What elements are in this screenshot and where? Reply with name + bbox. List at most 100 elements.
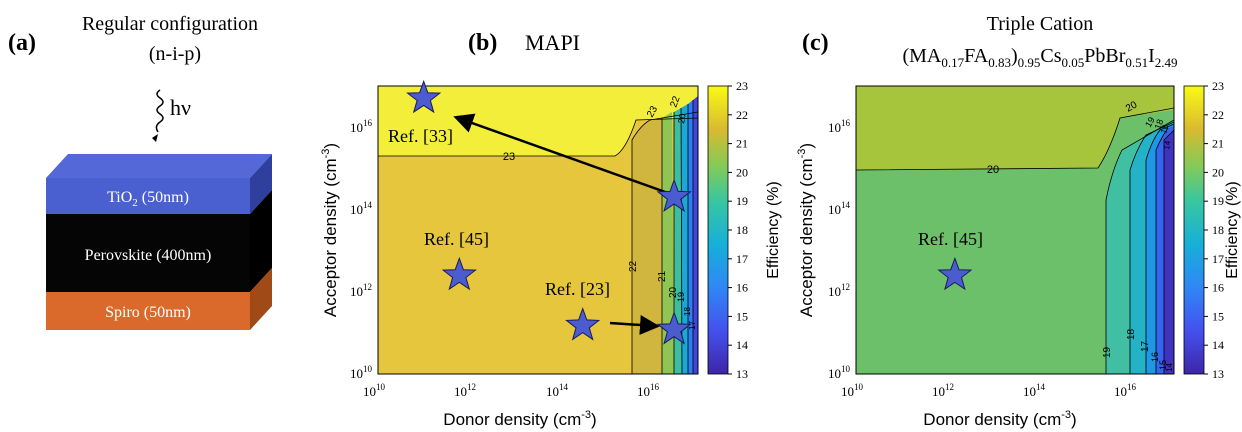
contour-label-c-19a: 19 <box>1102 346 1113 358</box>
contour-label-b-23b: 23 <box>645 104 660 120</box>
contour-label-b-20: 20 <box>668 286 679 298</box>
colorbar-tick-label: 18 <box>1212 223 1224 237</box>
contour-label-c-19b: 19 <box>1143 115 1157 129</box>
panel-c-formula: (MA0.17FA0.83)0.95Cs0.05PbBr0.51I2.49 <box>902 45 1177 70</box>
contour-label-b-19: 19 <box>676 292 686 302</box>
colorbar-tick-label: 15 <box>736 309 748 323</box>
contour-label-c-14b: 14 <box>1162 139 1173 150</box>
region-b-18 <box>681 104 688 374</box>
contour-label-b-22a: 22 <box>628 260 639 272</box>
contour-label-c-17a: 17 <box>1140 340 1151 352</box>
contour-label-c-20a: 20 <box>987 164 999 176</box>
y-axis-b: 1010 1012 1014 1016 <box>350 118 373 381</box>
contour-label-c-15a: 15 <box>1158 360 1168 370</box>
contour-label-b-18: 18 <box>683 307 692 316</box>
x-tick-b-12: 1012 <box>454 382 476 399</box>
y-tick-c-12: 1012 <box>828 282 850 299</box>
point-label-c-45: Ref. [45] <box>918 229 983 249</box>
colorbar-tick-label: 22 <box>1212 108 1224 122</box>
contour-c-17 <box>1145 123 1175 374</box>
tio2-side-face <box>250 154 272 214</box>
y-tick-c-10: 1010 <box>828 364 851 381</box>
contour-c-16 <box>1155 127 1169 374</box>
arrow-b-lower <box>609 315 660 335</box>
chart-c-plot: 20 20 19 18 17 16 15 14 19 18 16 14 Ref.… <box>855 85 1175 375</box>
x-axis-b: 1010 1012 1014 1016 <box>363 382 660 399</box>
contour-c-20 <box>855 107 1175 171</box>
colorbar-tick-label: 23 <box>736 79 748 93</box>
panel-b-title: MAPI <box>525 30 580 55</box>
x-tick-c-14: 1014 <box>1023 382 1046 399</box>
tio2-label: TiO2 (50nm) <box>107 189 189 209</box>
x-tick-c-10: 1010 <box>841 382 864 399</box>
chart-b-frame <box>377 85 699 375</box>
contour-label-c-18a: 18 <box>1126 328 1137 340</box>
contour-label-c-16b: 16 <box>1159 123 1170 134</box>
contour-c-18 <box>1129 121 1175 374</box>
contour-label-c-14a: 14 <box>1165 363 1174 372</box>
panel-b-label: (b) <box>468 30 497 56</box>
light-wave-icon <box>155 89 164 133</box>
light-label: hν <box>170 95 191 120</box>
colorbar-tick-label: 22 <box>736 108 748 122</box>
colorbar-tick-label: 19 <box>736 194 748 208</box>
perovskite-label: Perovskite (400nm) <box>85 247 212 264</box>
y-tick-b-12: 1012 <box>350 282 372 299</box>
star-point-b-3 <box>656 178 692 212</box>
panel-a: (a) Regular configuration (n-i-p) hν TiO… <box>8 13 272 330</box>
spiro-side-face <box>250 268 272 330</box>
colorbar-tick-label: 13 <box>736 367 748 381</box>
star-point-b-4 <box>656 311 692 345</box>
x-tick-c-12: 1012 <box>932 382 954 399</box>
region-c-20 <box>856 86 1174 170</box>
colorbar-tick-label: 19 <box>1212 194 1224 208</box>
contour-label-c-16a: 16 <box>1150 352 1160 362</box>
panel-b: (b) MAPI 23 23 22 22 21 20 <box>320 30 782 429</box>
tio2-layer <box>46 178 250 214</box>
tio2-top-face <box>46 154 272 178</box>
x-label-c: Donor density (cm-3) <box>923 409 1076 429</box>
x-tick-b-16: 1016 <box>637 382 660 399</box>
region-b-23 <box>378 86 698 156</box>
points-b <box>406 79 692 345</box>
colorbar-tick-label: 21 <box>1212 137 1224 151</box>
colorbar-c-ticks: 13 14 15 16 17 18 19 20 21 22 23 <box>1204 79 1224 381</box>
region-b-19 <box>674 108 682 374</box>
chart-c-frame <box>855 85 1175 375</box>
panel-c-label: (c) <box>802 30 829 56</box>
colorbar-tick-label: 17 <box>736 252 748 266</box>
colorbar-b-ticks: 13 14 15 16 17 18 19 20 21 22 23 <box>728 79 748 381</box>
panel-a-label: (a) <box>8 30 36 56</box>
panel-a-subtitle: (n-i-p) <box>149 43 201 65</box>
chart-b-plot: 23 23 22 22 21 20 19 18 17 20 Ref. [33] … <box>377 79 699 375</box>
star-point-b-2 <box>565 307 601 341</box>
star-point-b-1 <box>441 256 477 291</box>
region-b-17 <box>688 100 693 374</box>
x-tick-b-10: 1010 <box>363 382 386 399</box>
y-tick-b-10: 1010 <box>350 364 373 381</box>
colorbar-tick-label: 16 <box>1212 281 1224 295</box>
x-tick-b-14: 1014 <box>546 382 569 399</box>
star-point-b-0 <box>406 79 442 114</box>
points-c <box>937 256 973 291</box>
colorbar-tick-label: 20 <box>736 165 748 179</box>
colorbar-tick-label: 21 <box>736 137 748 151</box>
region-b-21 <box>632 118 662 374</box>
colorbar-c <box>1183 85 1205 375</box>
device-stack: TiO2 (50nm) Perovskite (400nm) Spiro (50… <box>46 154 272 330</box>
point-label-b-45: Ref. [45] <box>424 229 489 249</box>
colorbar-c-label: Efficiency (%) <box>1224 181 1241 279</box>
contour-label-c-18b: 18 <box>1152 118 1165 131</box>
contour-b-23 <box>378 117 699 157</box>
y-tick-b-16: 1016 <box>350 118 373 135</box>
spiro-layer <box>46 292 250 330</box>
colorbar-tick-label: 17 <box>1212 252 1224 266</box>
contour-c-19 <box>1105 119 1175 374</box>
y-tick-c-16: 1016 <box>828 118 851 135</box>
colorbar-tick-label: 13 <box>1212 367 1224 381</box>
colorbar-b <box>707 85 729 375</box>
colorbar-tick-label: 18 <box>736 223 748 237</box>
point-label-b-23: Ref. [23] <box>545 279 610 299</box>
contour-label-b-23a: 23 <box>503 151 515 163</box>
perovskite-layer <box>46 214 250 292</box>
